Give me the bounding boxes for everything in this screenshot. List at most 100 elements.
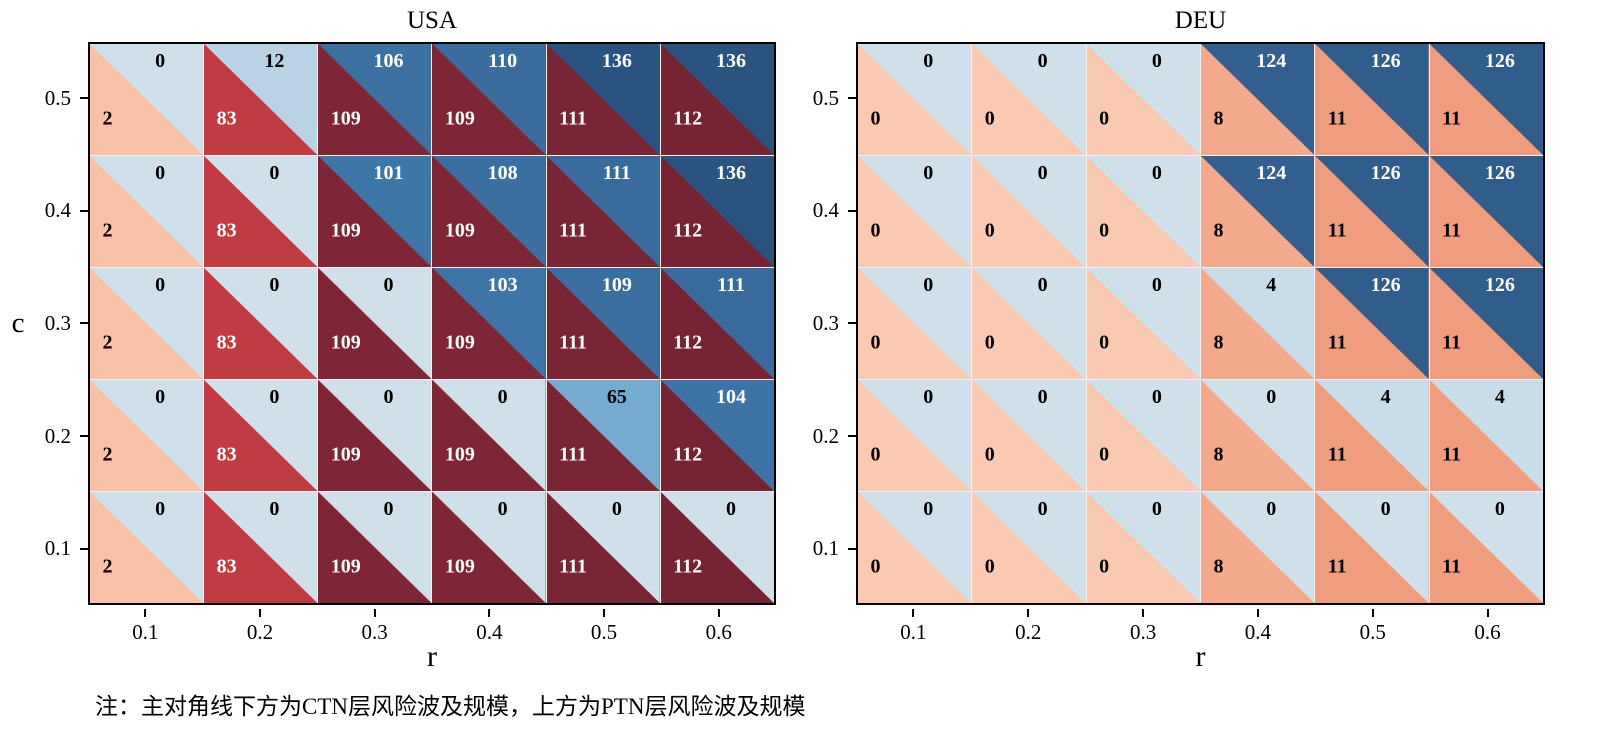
x-tick-mark bbox=[1142, 609, 1145, 617]
x-tick-0.4: 0.4 bbox=[1200, 609, 1315, 645]
ptn-value: 136 bbox=[601, 50, 632, 72]
ctn-value: 2 bbox=[102, 219, 113, 242]
x-tick-label: 0.6 bbox=[1474, 620, 1501, 644]
cell-r0.4-c0.2: 0 109 bbox=[432, 380, 546, 491]
deu-x-axis-label-r: r bbox=[1195, 640, 1206, 673]
ctn-value: 0 bbox=[984, 107, 995, 130]
ptn-value: 0 bbox=[1037, 386, 1048, 408]
ptn-upper-triangle bbox=[204, 44, 318, 155]
y-tick-0.1: 0.1 bbox=[782, 492, 856, 605]
ptn-upper-triangle bbox=[972, 492, 1086, 603]
ctn-value: 0 bbox=[870, 219, 881, 242]
ctn-value: 109 bbox=[444, 555, 475, 578]
ptn-value: 0 bbox=[383, 498, 394, 520]
ctn-value: 111 bbox=[559, 107, 587, 130]
ptn-value: 0 bbox=[155, 386, 166, 408]
x-tick-mark bbox=[488, 609, 491, 617]
cell-r0.4-c0.5: 124 8 bbox=[1201, 44, 1315, 155]
ctn-value: 83 bbox=[216, 555, 237, 578]
x-tick-mark bbox=[717, 609, 720, 617]
ptn-value: 0 bbox=[1151, 498, 1162, 520]
ptn-upper-triangle bbox=[90, 156, 204, 267]
ptn-value: 0 bbox=[1266, 498, 1277, 520]
ptn-value: 0 bbox=[269, 162, 280, 184]
ctn-value: 0 bbox=[1099, 331, 1110, 354]
ptn-value: 0 bbox=[1151, 274, 1162, 296]
ptn-upper-triangle bbox=[204, 268, 318, 379]
ptn-value: 0 bbox=[269, 386, 280, 408]
x-tick-label: 0.1 bbox=[900, 620, 927, 644]
cell-r0.6-c0.4: 126 11 bbox=[1429, 156, 1543, 267]
cell-r0.2-c0.5: 12 83 bbox=[204, 44, 318, 155]
x-tick-mark bbox=[1486, 609, 1489, 617]
x-tick-0.5: 0.5 bbox=[547, 609, 662, 645]
y-tick-label: 0.5 bbox=[44, 85, 71, 110]
ptn-upper-triangle bbox=[90, 492, 204, 603]
x-tick-mark bbox=[373, 609, 376, 617]
cell-r0.2-c0.2: 0 83 bbox=[204, 380, 318, 491]
ptn-value: 0 bbox=[725, 498, 736, 520]
ctn-value: 0 bbox=[984, 443, 995, 466]
x-tick-mark bbox=[1027, 609, 1030, 617]
cell-r0.4-c0.5: 110 109 bbox=[432, 44, 546, 155]
x-tick-label: 0.2 bbox=[246, 620, 274, 644]
ptn-value: 0 bbox=[923, 386, 934, 408]
ptn-value: 4 bbox=[1266, 274, 1277, 296]
ptn-upper-triangle bbox=[204, 492, 318, 603]
x-tick-0.6: 0.6 bbox=[1430, 609, 1545, 645]
y-axis-label-c: c bbox=[11, 307, 25, 339]
ctn-value: 109 bbox=[444, 219, 475, 242]
ptn-value: 0 bbox=[1037, 498, 1048, 520]
ptn-value: 0 bbox=[1151, 50, 1162, 72]
cell-r0.3-c0.2: 0 109 bbox=[318, 380, 432, 491]
ptn-upper-triangle bbox=[432, 380, 546, 491]
ctn-value: 109 bbox=[330, 219, 361, 242]
x-tick-label: 0.1 bbox=[132, 620, 159, 644]
ptn-upper-triangle bbox=[1086, 44, 1200, 155]
ptn-upper-triangle bbox=[972, 380, 1086, 491]
ctn-value: 83 bbox=[216, 443, 237, 466]
ctn-value: 11 bbox=[1327, 331, 1347, 354]
ptn-value: 110 bbox=[488, 50, 518, 72]
ctn-value: 111 bbox=[559, 443, 587, 466]
y-tick-mark bbox=[80, 547, 88, 550]
cell-r0.6-c0.2: 104 112 bbox=[660, 380, 774, 491]
ptn-value: 126 bbox=[1484, 162, 1515, 184]
ptn-value: 0 bbox=[155, 50, 166, 72]
ptn-upper-triangle bbox=[972, 156, 1086, 267]
ptn-upper-triangle bbox=[858, 380, 972, 491]
ptn-upper-triangle bbox=[1429, 492, 1543, 603]
ptn-value: 106 bbox=[373, 50, 404, 72]
usa-heatmap-grid: 0 2 12 83 106 109 110 109 136 111 136 112 0 2 0 83 101 10… bbox=[88, 42, 776, 605]
cell-r0.6-c0.3: 126 11 bbox=[1429, 268, 1543, 379]
x-tick-0.1: 0.1 bbox=[856, 609, 971, 645]
cell-r0.3-c0.1: 0 109 bbox=[318, 492, 432, 603]
ctn-value: 109 bbox=[444, 443, 475, 466]
ctn-value: 11 bbox=[1327, 219, 1347, 242]
cell-r0.6-c0.2: 4 11 bbox=[1429, 380, 1543, 491]
ptn-value: 126 bbox=[1484, 50, 1515, 72]
ptn-value: 0 bbox=[1151, 386, 1162, 408]
ctn-value: 0 bbox=[1099, 219, 1110, 242]
ptn-value: 126 bbox=[1484, 274, 1515, 296]
ptn-value: 0 bbox=[1037, 274, 1048, 296]
ctn-value: 0 bbox=[1099, 107, 1110, 130]
x-tick-label: 0.3 bbox=[1129, 620, 1157, 644]
ptn-upper-triangle bbox=[90, 380, 204, 491]
x-tick-label: 0.5 bbox=[1359, 620, 1386, 644]
cell-r0.6-c0.3: 111 112 bbox=[660, 268, 774, 379]
ptn-value: 0 bbox=[923, 162, 934, 184]
ctn-value: 112 bbox=[673, 107, 703, 130]
cell-r0.2-c0.1: 0 83 bbox=[204, 492, 318, 603]
ctn-value: 111 bbox=[559, 219, 587, 242]
x-tick-0.4: 0.4 bbox=[432, 609, 547, 645]
